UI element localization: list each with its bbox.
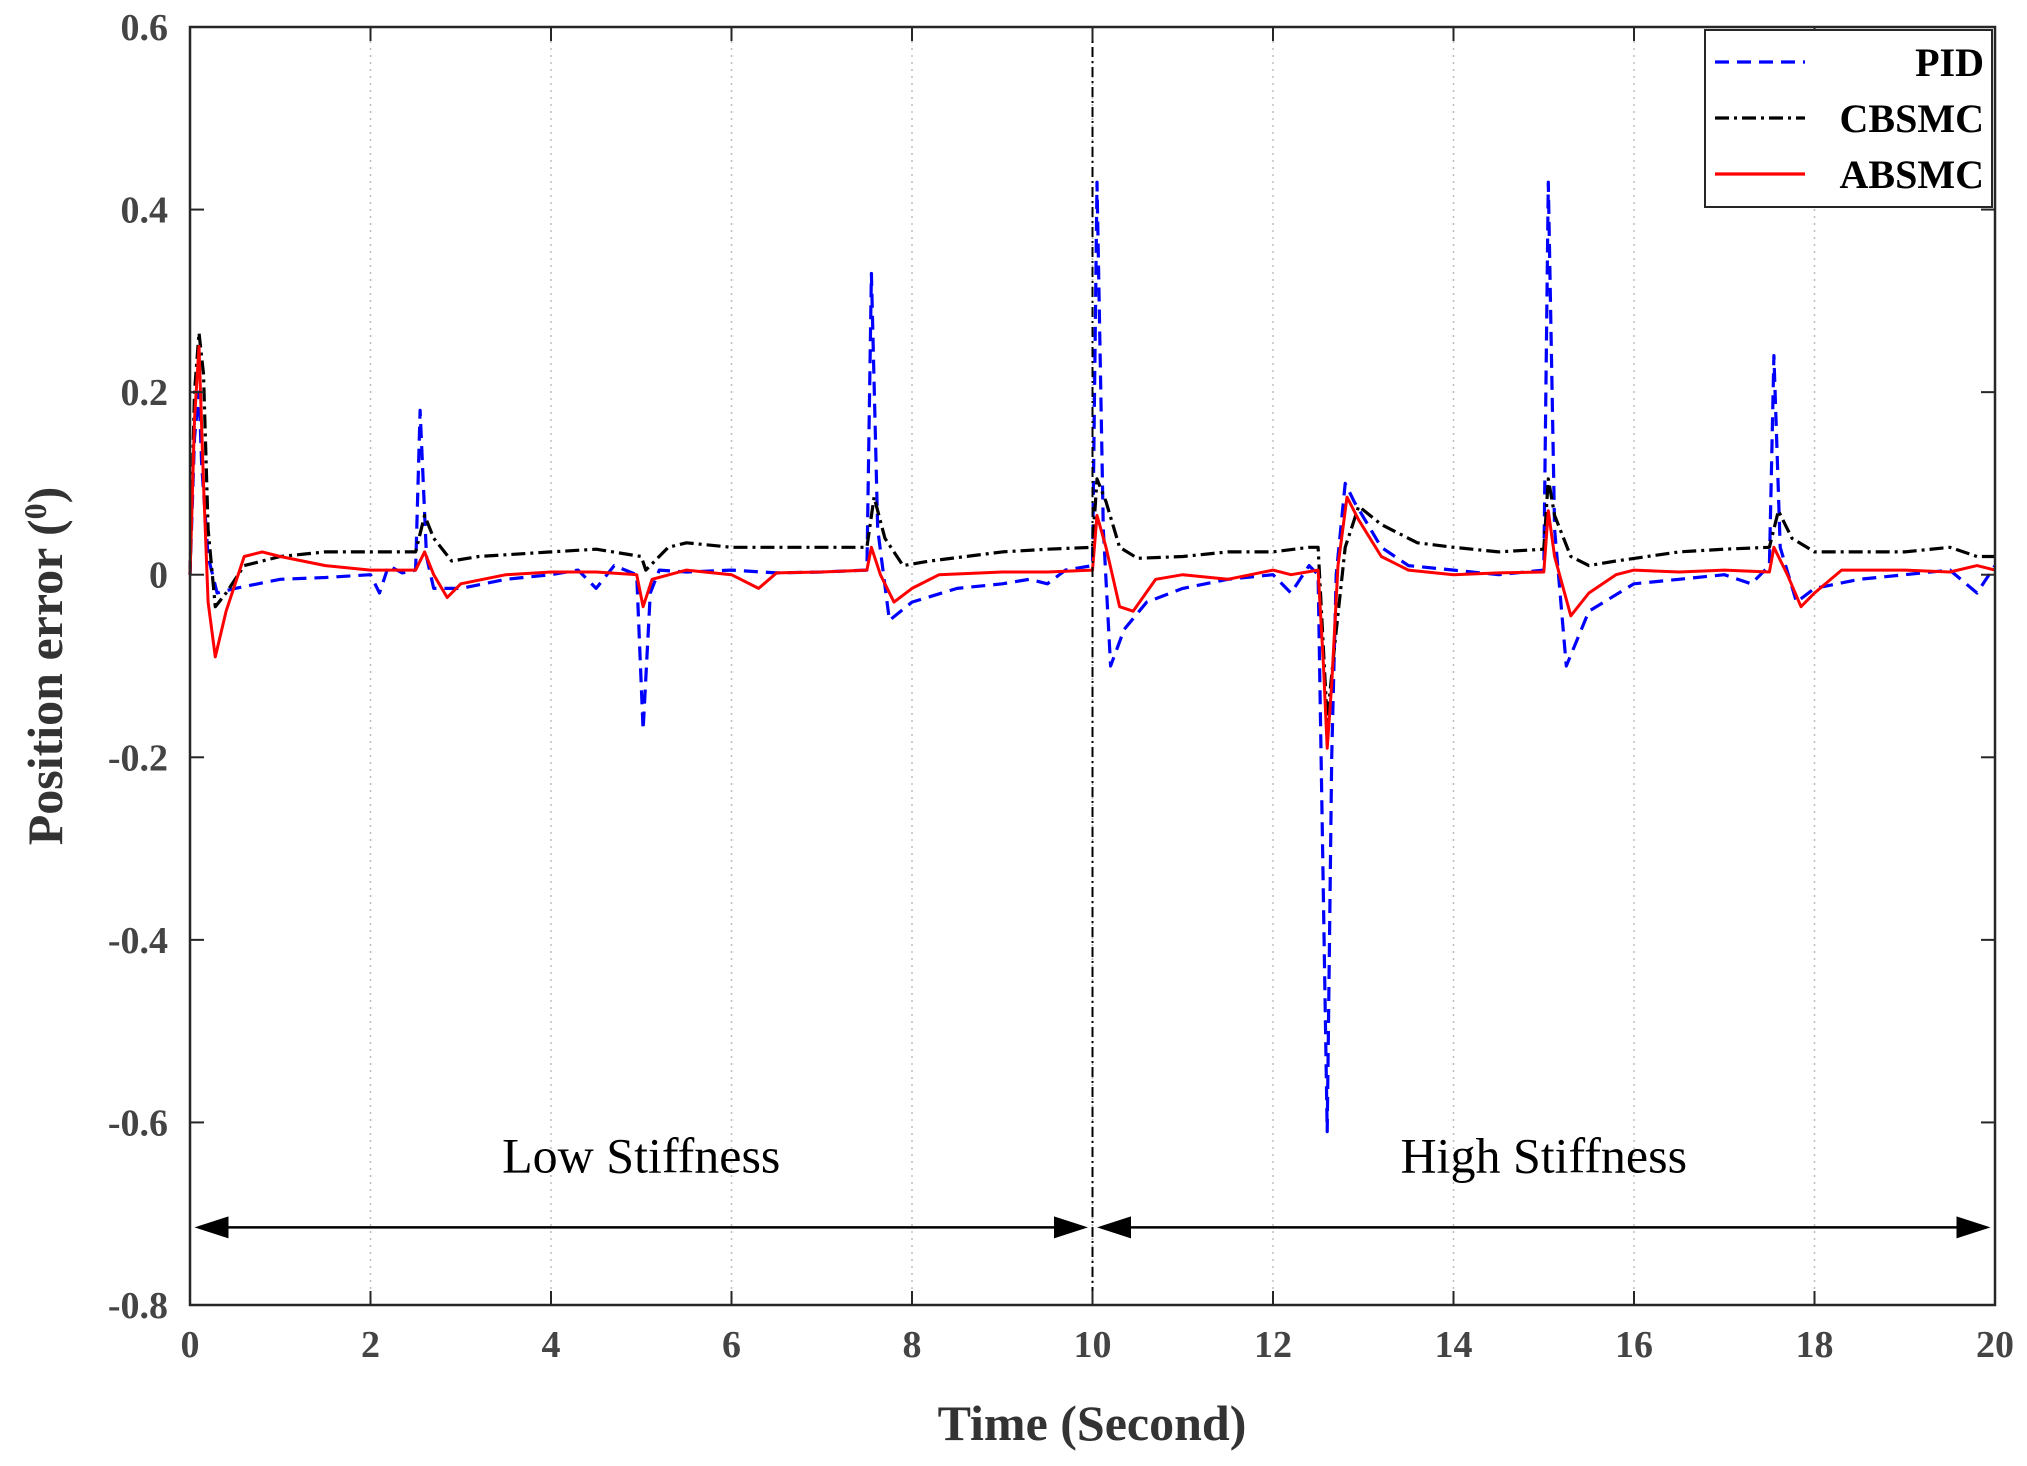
x-tick-label: 0 [181,1324,200,1366]
y-tick-label: -0.2 [108,737,168,779]
x-tick-labels: 0 2 4 6 8 10 12 14 16 18 20 [181,1324,2015,1366]
y-tick-label: 0.2 [121,372,169,414]
annotations: Low Stiffness High Stiffness [194,1128,1991,1239]
y-axis-label: Position error (0) [17,487,73,846]
y-axis-label-main: Position error ( [17,519,73,845]
legend-label-pid: PID [1915,40,1984,85]
y-tick-label: 0.6 [121,7,169,49]
legend-label-absmc: ABSMC [1840,152,1984,197]
y-tick-labels: -0.8 -0.6 -0.4 -0.2 0 0.2 0.4 0.6 [108,7,168,1327]
series-line-cbsmc [188,331,1995,723]
y-axis-label-close: ) [17,487,73,504]
x-tick-label: 16 [1615,1324,1653,1366]
arrow-head-right [1956,1216,1991,1239]
axis-ticks [189,26,1996,1306]
y-axis-label-superscript: 0 [17,503,53,519]
x-tick-label: 8 [903,1324,922,1366]
arrow-head-left [194,1216,229,1239]
x-axis-label: Time (Second) [938,1395,1247,1451]
series-line-absmc [188,345,1996,750]
x-tick-label: 18 [1796,1324,1834,1366]
double-arrow [1097,1216,1991,1239]
y-tick-label: 0.4 [121,190,169,232]
arrow-head-right [1053,1216,1088,1239]
arrow-head-left [1097,1216,1132,1239]
y-tick-label: 0 [149,555,168,597]
legend-label-cbsmc: CBSMC [1840,96,1984,141]
y-tick-label: -0.6 [108,1102,168,1144]
y-tick-label: -0.8 [108,1285,168,1327]
annotation-label: Low Stiffness [502,1128,780,1184]
series-lines [188,180,1997,1134]
legend: PID CBSMC ABSMC [1704,29,1993,208]
x-tick-label: 12 [1254,1324,1292,1366]
y-tick-label: -0.4 [108,920,168,962]
x-tick-label: 2 [361,1324,380,1366]
x-tick-label: 14 [1435,1324,1473,1366]
x-tick-label: 20 [1976,1324,2014,1366]
series-line-pid [188,180,1997,1134]
x-tick-label: 4 [542,1324,561,1366]
annotation-label: High Stiffness [1400,1128,1687,1184]
x-tick-label: 6 [722,1324,741,1366]
x-tick-label: 10 [1074,1324,1112,1366]
double-arrow [194,1216,1088,1239]
